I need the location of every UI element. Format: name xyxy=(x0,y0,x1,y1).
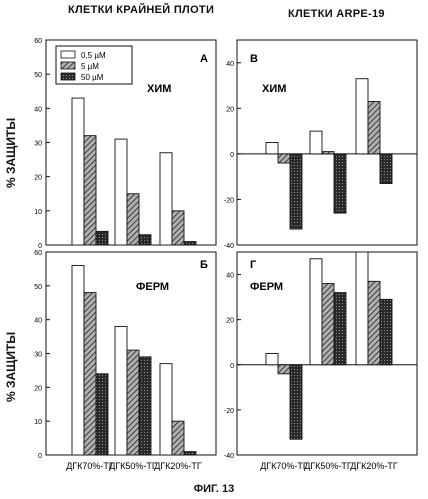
panel-3-ytick-label: 0 xyxy=(38,453,42,460)
panel-1-ytick-label: 50 xyxy=(34,72,42,79)
panel-2-bar-0-5um-cat-3 xyxy=(355,78,369,155)
panel-3-ytick-label: 60 xyxy=(34,250,42,257)
panel-2-bar-5um-cat-3 xyxy=(367,101,381,155)
panel-1-ytick-label: 0 xyxy=(38,243,42,250)
panel-1-ytick-label: 60 xyxy=(34,38,42,45)
panel-4-category-label: ДГК20%-ТГ xyxy=(350,461,398,471)
legend-swatch-5um xyxy=(60,61,76,70)
panel-2-bar-50um-cat-2 xyxy=(333,153,347,214)
panel-1-bar-5um-cat-2 xyxy=(126,193,140,246)
panel-1-ytick-label: 40 xyxy=(34,106,42,113)
panel-3-bar-0-5um-cat-1 xyxy=(71,265,85,456)
panel-4-bar-50um-cat-3 xyxy=(379,298,393,366)
panel-3-bar-0-5um-cat-3 xyxy=(159,363,173,456)
panel-2-inner-label: ХИМ xyxy=(262,83,286,95)
panel-4-ytick-label: -20 xyxy=(224,408,234,415)
panel-1-letter: А xyxy=(200,53,208,65)
panel-1-bar-5um-cat-3 xyxy=(171,210,185,246)
panel-4-bar-5um-cat-1 xyxy=(277,364,291,375)
header-right: КЛЕТКИ ARPE-19 xyxy=(288,8,385,20)
panel-2-ytick-label: -40 xyxy=(224,243,234,250)
panel-1-bar-5um-cat-1 xyxy=(83,135,97,246)
legend-label-0-5um: 0,5 µM xyxy=(81,51,106,60)
legend-label-5um: 5 µM xyxy=(81,62,99,71)
panel-4-letter: Г xyxy=(250,259,257,271)
panel-3-category-label: ДГК70%-ТГ xyxy=(66,461,114,471)
panel-2-bar-0-5um-cat-2 xyxy=(309,130,323,155)
panel-3-bar-5um-cat-1 xyxy=(83,292,97,456)
panel-4-bar-50um-cat-1 xyxy=(289,364,303,440)
panel-1-bar-0-5um-cat-3 xyxy=(159,152,173,246)
panel-1-bar-50um-cat-2 xyxy=(138,234,152,246)
panel-1-ytick-label: 20 xyxy=(34,175,42,182)
panel-2-letter: В xyxy=(250,53,258,65)
panel-3-ytick-label: 50 xyxy=(34,284,42,291)
panel-2-bar-5um-cat-1 xyxy=(277,153,291,164)
panel-3-ytick-label: 30 xyxy=(34,352,42,359)
panel-1-bar-0-5um-cat-1 xyxy=(71,97,85,246)
panel-2-ytick-label: 20 xyxy=(226,106,234,113)
panel-2-frame xyxy=(236,39,418,246)
panel-4-bar-5um-cat-3 xyxy=(367,280,381,366)
panel-3-category-label: ДГК20%-ТГ xyxy=(154,461,202,471)
panel-3-ytick-label: 10 xyxy=(34,419,42,426)
panel-4-category-label: ДГК50%-ТГ xyxy=(304,461,352,471)
panel-4-ytick-label: 40 xyxy=(226,273,234,280)
panel-4-frame xyxy=(236,251,418,456)
panel-4-ytick-label: 20 xyxy=(226,318,234,325)
panel-3-letter: Б xyxy=(200,259,208,271)
panel-4-inner-label: ФЕРМ xyxy=(250,281,283,293)
legend-swatch-50um xyxy=(60,72,76,81)
panel-2-ytick-label: 40 xyxy=(226,61,234,68)
panel-1-bar-0-5um-cat-2 xyxy=(114,138,128,246)
panel-2-bar-5um-cat-2 xyxy=(321,151,335,155)
panel-3-category-label: ДГК50%-ТГ xyxy=(109,461,157,471)
panel-2-bar-0-5um-cat-1 xyxy=(265,142,279,155)
panel-3-bar-5um-cat-2 xyxy=(126,349,140,456)
panel-2-bar-50um-cat-3 xyxy=(379,153,393,184)
panel-1-inner-label: ХИМ xyxy=(147,83,171,95)
panel-1-ytick-label: 10 xyxy=(34,209,42,216)
panel-3-ytick-label: 40 xyxy=(34,318,42,325)
panel-3-bar-0-5um-cat-2 xyxy=(114,325,128,456)
figure-caption: ФИГ. 13 xyxy=(193,483,235,495)
panel-3-bar-50um-cat-3 xyxy=(183,451,197,456)
header-left: КЛЕТКИ КРАЙНЕЙ ПЛОТИ xyxy=(68,4,215,16)
panel-4-bar-50um-cat-2 xyxy=(333,292,347,366)
panel-2-bar-50um-cat-1 xyxy=(289,153,303,230)
panel-1-bar-50um-cat-3 xyxy=(183,241,197,246)
panel-3-inner-label: ФЕРМ xyxy=(136,281,169,293)
panel-4-category-label: ДГК70%-ТГ xyxy=(260,461,308,471)
legend-swatch-0-5um xyxy=(60,50,76,59)
panel-2-ytick-label: -20 xyxy=(224,197,234,204)
panel-1-ytick-label: 30 xyxy=(34,141,42,148)
panel-4-bar-0-5um-cat-2 xyxy=(309,258,323,366)
panel-4-bar-0-5um-cat-1 xyxy=(265,353,279,366)
panel-4-ytick-label: 0 xyxy=(230,363,234,370)
legend-label-50um: 50 µM xyxy=(81,73,104,82)
panel-4-ytick-label: -40 xyxy=(224,453,234,460)
panel-1-bar-50um-cat-1 xyxy=(95,230,109,246)
panel-3-bar-5um-cat-3 xyxy=(171,420,185,456)
panel-4-bar-5um-cat-2 xyxy=(321,283,335,366)
panel-3-bar-50um-cat-1 xyxy=(95,373,109,456)
panel-2-ytick-label: 0 xyxy=(230,152,234,159)
panel-4-bar-0-5um-cat-3 xyxy=(355,251,369,366)
panel-3-ytick-label: 20 xyxy=(34,385,42,392)
panel-3-bar-50um-cat-2 xyxy=(138,356,152,456)
